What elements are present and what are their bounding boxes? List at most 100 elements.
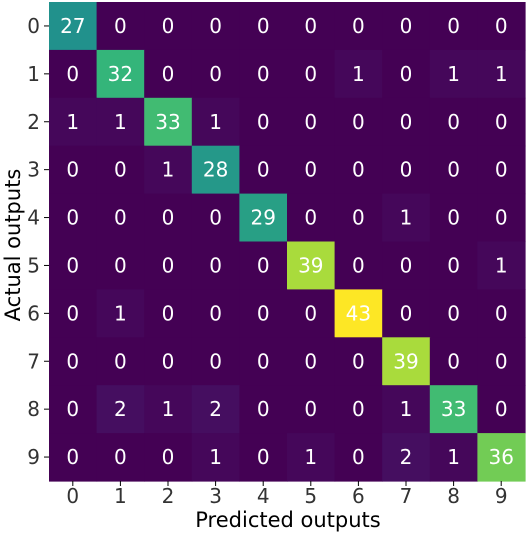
cell-value-label: 33 xyxy=(441,397,466,421)
heatmap-cell xyxy=(96,241,145,290)
heatmap-cell xyxy=(191,49,240,99)
cell-value-label: 32 xyxy=(108,62,133,86)
cell-value-label: 29 xyxy=(250,206,275,230)
heatmap-cell xyxy=(477,433,526,482)
cell-value-label: 0 xyxy=(352,14,365,38)
y-tick-label: 6 xyxy=(27,301,40,325)
cell-value-label: 0 xyxy=(66,397,79,421)
heatmap-cell xyxy=(49,193,98,243)
cell-value-label: 0 xyxy=(66,62,79,86)
cell-value-label: 0 xyxy=(257,301,270,325)
y-tick-label: 0 xyxy=(27,14,40,38)
heatmap-cell xyxy=(287,2,336,51)
x-tick-label: 4 xyxy=(257,484,270,508)
cell-value-label: 0 xyxy=(257,397,270,421)
heatmap-cell xyxy=(382,241,431,290)
cell-value-label: 0 xyxy=(162,301,175,325)
heatmap-cell xyxy=(49,49,98,99)
heatmap-cell xyxy=(191,433,240,482)
cell-value-label: 0 xyxy=(352,253,365,277)
x-tick-label: 3 xyxy=(209,484,222,508)
heatmap-cell xyxy=(382,433,431,482)
cell-value-label: 0 xyxy=(257,253,270,277)
cell-value-label: 0 xyxy=(66,206,79,230)
y-tick-label: 3 xyxy=(27,158,40,182)
cell-value-label: 0 xyxy=(66,158,79,182)
heatmap-cell xyxy=(382,193,431,243)
heatmap-cell xyxy=(144,2,193,51)
cell-value-label: 27 xyxy=(60,14,85,38)
heatmap-cell xyxy=(96,97,145,147)
cell-value-label: 1 xyxy=(114,110,127,134)
heatmap-cell xyxy=(191,337,240,386)
cell-value-label: 1 xyxy=(162,397,175,421)
y-tick-label: 2 xyxy=(27,110,40,134)
cell-value-label: 0 xyxy=(447,206,460,230)
heatmap-cell xyxy=(96,433,145,482)
cell-value-label: 1 xyxy=(400,397,413,421)
cell-value-label: 0 xyxy=(257,445,270,469)
heatmap-cell xyxy=(49,433,98,482)
cell-value-label: 0 xyxy=(114,253,127,277)
heatmap-cell xyxy=(382,145,431,195)
heatmap-cell xyxy=(382,337,431,386)
cell-value-label: 0 xyxy=(162,62,175,86)
cell-value-label: 0 xyxy=(447,110,460,134)
heatmap-cell xyxy=(144,49,193,99)
heatmap-cell xyxy=(429,97,478,147)
heatmap-cell xyxy=(334,49,383,99)
heatmap-cell xyxy=(96,49,145,99)
heatmap-cell xyxy=(334,289,383,338)
heatmap-cell xyxy=(191,2,240,51)
y-tick-label: 1 xyxy=(27,62,40,86)
cell-value-label: 1 xyxy=(447,62,460,86)
cell-value-label: 0 xyxy=(304,349,317,373)
heatmap-cell xyxy=(429,49,478,99)
cell-value-label: 0 xyxy=(66,253,79,277)
heatmap-cell xyxy=(239,241,288,290)
cell-value-label: 0 xyxy=(447,301,460,325)
cell-value-label: 0 xyxy=(400,110,413,134)
heatmap-cell xyxy=(429,337,478,386)
heatmap-cell xyxy=(96,145,145,195)
heatmap-cell xyxy=(429,289,478,338)
x-tick-label: 5 xyxy=(304,484,317,508)
cell-value-label: 0 xyxy=(114,349,127,373)
cell-value-label: 0 xyxy=(162,14,175,38)
x-tick-label: 8 xyxy=(447,484,460,508)
heatmap-cell xyxy=(49,97,98,147)
heatmap-cell xyxy=(334,193,383,243)
cell-value-label: 0 xyxy=(352,206,365,230)
heatmap-cell xyxy=(477,289,526,338)
cell-value-label: 1 xyxy=(209,110,222,134)
y-tick-label: 5 xyxy=(27,253,40,277)
cell-value-label: 0 xyxy=(209,62,222,86)
heatmap-cell xyxy=(191,289,240,338)
cell-value-label: 0 xyxy=(495,301,508,325)
cell-value-label: 0 xyxy=(495,206,508,230)
cell-value-label: 0 xyxy=(209,206,222,230)
cell-value-label: 28 xyxy=(203,158,228,182)
cell-value-label: 0 xyxy=(495,349,508,373)
heatmap-cell xyxy=(239,433,288,482)
cell-value-label: 39 xyxy=(393,349,418,373)
heatmap-cell xyxy=(49,241,98,290)
heatmap-cell xyxy=(96,2,145,51)
cell-value-label: 0 xyxy=(257,62,270,86)
cell-value-label: 0 xyxy=(400,158,413,182)
cell-value-label: 0 xyxy=(447,349,460,373)
heatmap-cell xyxy=(239,97,288,147)
heatmap-cell xyxy=(239,193,288,243)
heatmap-cell xyxy=(191,385,240,434)
heatmap-cell xyxy=(191,193,240,243)
heatmap-cell xyxy=(144,289,193,338)
heatmap-cell xyxy=(429,193,478,243)
cell-value-label: 1 xyxy=(114,301,127,325)
cell-value-label: 1 xyxy=(162,158,175,182)
cell-value-label: 0 xyxy=(447,14,460,38)
heatmap-cell xyxy=(239,289,288,338)
heatmap-cell xyxy=(144,241,193,290)
heatmap-cell xyxy=(144,337,193,386)
cell-value-label: 0 xyxy=(400,62,413,86)
